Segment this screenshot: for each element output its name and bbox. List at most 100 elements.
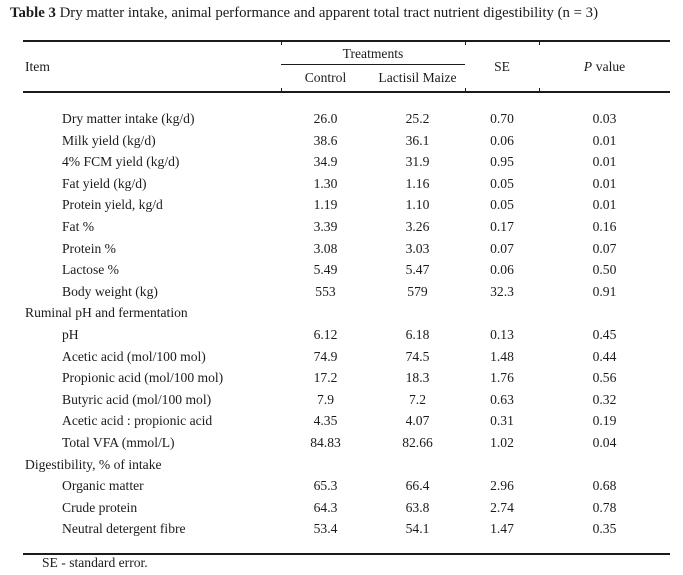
p-value-rest: value (595, 58, 626, 74)
row-item-label: Butyric acid (mol/100 mol) (62, 391, 212, 407)
table-footnote: SE - standard error. (42, 555, 148, 570)
cell-p-value: 0.35 (592, 521, 617, 537)
cell-se: 0.70 (490, 111, 514, 126)
row-item-label: Organic matter (62, 478, 144, 494)
cell-lactisil-maize: 5.47 (405, 262, 430, 278)
cell-se: 0.31 (490, 413, 514, 429)
table-row: Lactose % 5.49 5.47 0.06 0.50 (23, 259, 670, 281)
column-header-item: Item (25, 58, 50, 74)
row-item-label: Crude protein (62, 499, 138, 515)
table-row: pH 6.12 6.18 0.13 0.45 (23, 324, 670, 346)
row-item-label: Protein % (62, 240, 116, 256)
column-boundary-tick (539, 88, 540, 91)
table-row: Body weight (kg) 553 579 32.3 0.91 (23, 281, 670, 303)
table-row: Acetic acid : propionic acid 4.35 4.07 0… (23, 410, 670, 432)
row-item-label: Lactose % (62, 262, 119, 278)
cell-se: 1.48 (490, 348, 514, 364)
row-item-label: Acetic acid (mol/100 mol) (62, 348, 206, 364)
cell-p-value: 0.16 (592, 218, 617, 234)
cell-lactisil-maize: 579 (407, 283, 428, 299)
column-boundary-tick (539, 42, 540, 45)
column-boundary-tick (465, 42, 466, 45)
table-row: Neutral detergent fibre 53.4 54.1 1.47 0… (23, 518, 670, 540)
cell-control: 553 (315, 283, 336, 299)
table-caption: Table 3 Dry matter intake, animal perfor… (10, 5, 598, 22)
column-boundary-tick (281, 88, 282, 91)
cell-lactisil-maize: 66.4 (405, 478, 430, 494)
section-header-label: Ruminal pH and fermentation (25, 305, 188, 321)
table-row: Butyric acid (mol/100 mol) 7.9 7.2 0.63 … (23, 389, 670, 411)
cell-lactisil-maize: 1.16 (405, 175, 430, 191)
table-section-row: Digestibility, % of intake (23, 454, 670, 476)
column-boundary-tick (465, 88, 466, 91)
cell-lactisil-maize: 7.2 (409, 391, 426, 407)
cell-control: 38.6 (313, 132, 338, 148)
cell-se: 1.76 (490, 370, 514, 386)
cell-p-value: 0.01 (592, 197, 617, 213)
cell-lactisil-maize: 1.10 (405, 197, 430, 213)
table-row: Acetic acid (mol/100 mol) 74.9 74.5 1.48… (23, 346, 670, 368)
cell-p-value: 0.68 (592, 478, 617, 494)
row-item-label: Total VFA (mmol/L) (62, 434, 175, 450)
cell-control: 65.3 (313, 478, 338, 494)
row-item-label: Neutral detergent fibre (62, 521, 186, 537)
row-item-label: 4% FCM yield (kg/d) (62, 154, 180, 170)
cell-p-value: 0.50 (592, 262, 617, 278)
row-item-label: Milk yield (kg/d) (62, 132, 156, 148)
cell-lactisil-maize: 3.03 (405, 240, 430, 256)
cell-se: 2.74 (490, 499, 514, 515)
row-item-label: Fat % (62, 218, 95, 234)
cell-p-value: 0.07 (592, 240, 617, 256)
table-row: Fat yield (kg/d) 1.30 1.16 0.05 0.01 (23, 173, 670, 195)
table-row: Total VFA (mmol/L) 84.83 82.66 1.02 0.04 (23, 432, 670, 454)
cell-lactisil-maize: 25.2 (405, 111, 430, 126)
cell-se: 0.17 (490, 218, 514, 234)
cell-control: 17.2 (313, 370, 338, 386)
row-item-label: Dry matter intake (kg/d) (62, 111, 195, 126)
cell-control: 6.12 (313, 326, 338, 342)
cell-lactisil-maize: 4.07 (405, 413, 430, 429)
table-row: Fat % 3.39 3.26 0.17 0.16 (23, 216, 670, 238)
p-value-italic: P (583, 58, 593, 74)
table-row: 4% FCM yield (kg/d) 34.9 31.9 0.95 0.01 (23, 151, 670, 173)
row-item-label: Propionic acid (mol/100 mol) (62, 370, 224, 386)
cell-se: 2.96 (490, 478, 514, 494)
row-item-label: pH (62, 326, 79, 342)
cell-control: 4.35 (313, 413, 338, 429)
cell-se: 0.63 (490, 391, 514, 407)
cell-p-value: 0.04 (592, 434, 617, 450)
cell-p-value: 0.01 (592, 175, 617, 191)
column-header-se: SE (494, 58, 510, 74)
cell-se: 1.47 (490, 521, 514, 537)
row-item-label: Acetic acid : propionic acid (62, 413, 213, 429)
cell-se: 0.06 (490, 132, 514, 148)
cell-p-value: 0.19 (592, 413, 617, 429)
table-header: Item Treatments Control Lactisil Maize S… (23, 40, 670, 93)
cell-control: 3.39 (313, 218, 338, 234)
column-header-control: Control (304, 70, 347, 85)
cell-se: 0.13 (490, 326, 514, 342)
row-item-label: Body weight (kg) (62, 283, 158, 299)
table-body: Dry matter intake (kg/d) 26.0 25.2 0.70 … (23, 93, 670, 555)
cell-control: 1.19 (313, 197, 338, 213)
cell-se: 1.02 (490, 434, 514, 450)
cell-p-value: 0.78 (592, 499, 617, 515)
table-row: Protein % 3.08 3.03 0.07 0.07 (23, 238, 670, 260)
cell-p-value: 0.44 (592, 348, 617, 364)
cell-p-value: 0.32 (592, 391, 617, 407)
table-row: Dry matter intake (kg/d) 26.0 25.2 0.70 … (23, 108, 670, 130)
cell-control: 26.0 (313, 111, 338, 126)
cell-p-value: 0.56 (592, 370, 617, 386)
table-row: Organic matter 65.3 66.4 2.96 0.68 (23, 475, 670, 497)
cell-p-value: 0.01 (592, 154, 617, 170)
row-item-label: Fat yield (kg/d) (62, 175, 147, 191)
cell-control: 53.4 (313, 521, 338, 537)
table-row: Crude protein 64.3 63.8 2.74 0.78 (23, 497, 670, 519)
column-header-lactisil-maize: Lactisil Maize (378, 70, 457, 85)
section-header-label: Digestibility, % of intake (25, 456, 162, 472)
cell-se: 0.07 (490, 240, 514, 256)
table-number: Table 3 (10, 5, 56, 21)
cell-control: 64.3 (313, 499, 338, 515)
cell-se: 0.05 (490, 175, 514, 191)
row-item-label: Protein yield, kg/d (62, 197, 163, 213)
